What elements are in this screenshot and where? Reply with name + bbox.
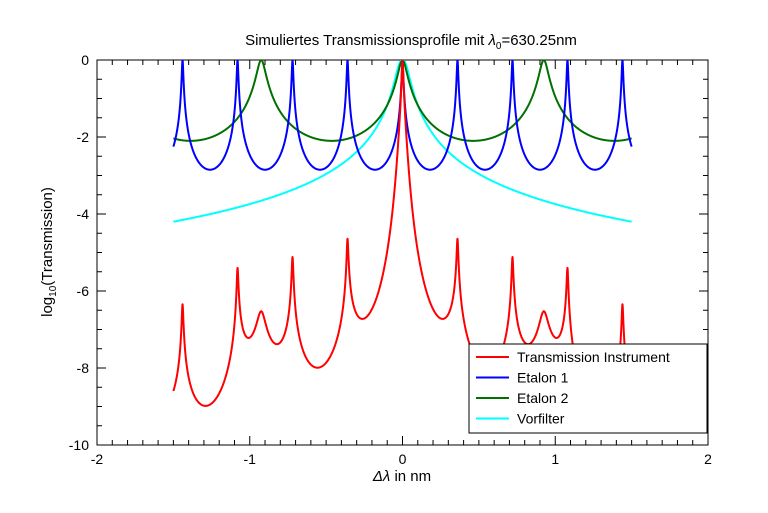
legend-label-vorfilter: Vorfilter — [517, 411, 565, 427]
y-tick-label: -4 — [77, 206, 90, 222]
y-tick-label: 0 — [81, 52, 89, 68]
axis-ticks — [96, 59, 709, 446]
y-axis-label: log10(Transmission) — [39, 187, 59, 317]
x-axis-label: Δλ in nm — [372, 468, 431, 485]
legend-label-instrument: Transmission Instrument — [517, 349, 670, 365]
series-etalon-2-line — [172, 60, 633, 142]
y-tick-label: -6 — [77, 283, 90, 299]
axis-tick-labels: -2 -1 0 1 20-2-4-6-8-10 — [69, 52, 712, 467]
y-tick-label: -8 — [77, 360, 90, 376]
series-transmission-instrument-line — [172, 60, 633, 407]
y-tick-label: -10 — [69, 437, 89, 453]
x-tick-label: -2 — [91, 451, 104, 467]
chart-title: Simuliertes Transmissionsprofile mit λ0=… — [245, 32, 577, 52]
series-etalon-1-line — [172, 60, 633, 171]
legend-label-etalon2: Etalon 2 — [517, 390, 569, 406]
series-vorfilter-line — [172, 60, 633, 223]
legend-label-etalon1: Etalon 1 — [517, 370, 569, 386]
legend: Transmission Instrument Etalon 1 Etalon 2 V… — [468, 343, 708, 434]
x-tick-label: 2 — [704, 451, 712, 467]
series-group — [172, 60, 633, 407]
y-tick-label: -2 — [77, 129, 90, 145]
x-tick-label: -1 — [244, 451, 257, 467]
x-tick-label: 1 — [551, 451, 559, 467]
x-tick-label: 0 — [399, 451, 407, 467]
